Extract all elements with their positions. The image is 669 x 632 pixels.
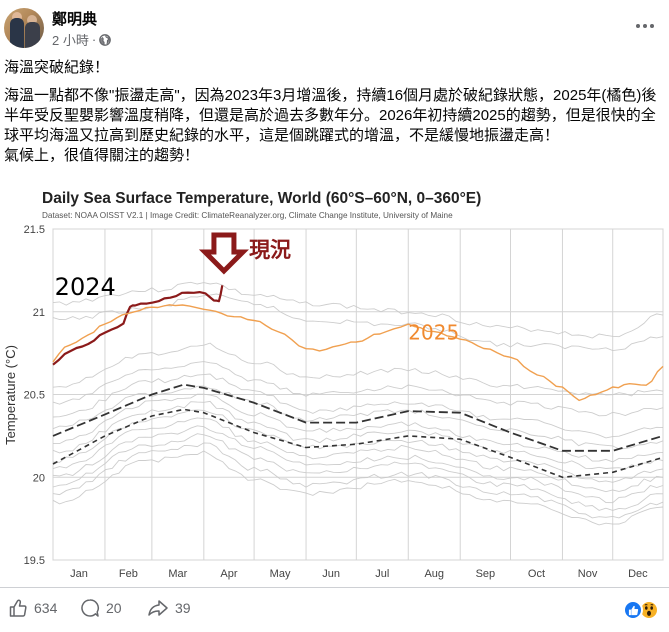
post-line-2: 半年受反聖嬰影響溫度稍降，但還是高於過去多數年分。2026年初持續2025的趨勢… <box>4 107 656 124</box>
comment-bubble-icon <box>81 599 100 617</box>
post-body: 海溫突破紀錄！ 海溫一點都不像"振盪走高"，因為2023年3月增溫後，持續16個… <box>4 58 666 166</box>
reactions-summary[interactable] <box>623 600 659 620</box>
like-reaction-icon <box>623 600 643 620</box>
x-tick-label: Jun <box>322 568 340 580</box>
chart-title: Daily Sea Surface Temperature, World (60… <box>42 190 481 207</box>
post-image-chart[interactable]: Daily Sea Surface Temperature, World (60… <box>0 180 669 588</box>
x-tick-label: Jan <box>70 568 88 580</box>
x-tick-label: Aug <box>424 568 444 580</box>
y-tick-label: 21.5 <box>24 224 45 236</box>
post-meta: 2 小時 · <box>52 30 112 49</box>
post-line-1: 海溫一點都不像"振盪走高"，因為2023年3月增溫後，持續16個月處於破紀錄狀態… <box>4 87 657 104</box>
x-axis-month-labels: Jan Feb Mar Apr May Jun Jul Aug Sep Oct Nov Dec <box>70 568 648 580</box>
series-2025 <box>52 304 664 402</box>
y-axis-label: Temperature (°C) <box>3 345 18 445</box>
y-tick-label: 19.5 <box>24 555 45 567</box>
like-button[interactable]: 634 <box>8 598 57 618</box>
chart-series <box>52 285 664 479</box>
x-tick-label: Sep <box>476 568 496 580</box>
more-dots-icon <box>636 24 640 28</box>
post-line-4: 氣候上，很值得關注的趨勢！ <box>4 147 200 164</box>
annotation-label: 2025 <box>408 321 459 345</box>
x-tick-label: Jul <box>375 568 389 580</box>
series-1982-2011 <box>52 383 664 452</box>
globe-icon[interactable] <box>99 33 112 46</box>
y-axis-ticks: 21.5 21 20.5 20 19.5 <box>24 224 45 567</box>
share-button[interactable]: 39 <box>147 598 191 618</box>
post-line-3: 球平均海溫又拉高到歷史紀錄的水平，這是個跳躍式的增溫，不是緩慢地振盪走高！ <box>4 127 560 144</box>
more-options-button[interactable] <box>630 14 660 38</box>
post-headline: 海溫突破紀錄！ <box>4 59 110 76</box>
thumbs-up-icon <box>9 599 27 617</box>
series-lower <box>52 408 664 479</box>
author-name[interactable]: 鄭明典 <box>52 11 98 28</box>
post-header: 鄭明典 2 小時 · <box>0 0 669 54</box>
meta-separator: · <box>91 32 97 47</box>
annotation-label: 2024 <box>55 273 116 301</box>
x-tick-label: Apr <box>220 568 237 580</box>
sst-line-chart: Daily Sea Surface Temperature, World (60… <box>3 190 664 580</box>
y-tick-label: 20.5 <box>24 390 45 402</box>
y-tick-label: 20 <box>33 472 45 484</box>
post-action-bar: 634 20 39 <box>0 590 669 632</box>
post-time[interactable]: 2 小時 <box>52 33 89 48</box>
x-tick-label: May <box>270 568 291 580</box>
x-tick-label: Dec <box>628 568 648 580</box>
comment-count: 20 <box>106 600 122 616</box>
share-arrow-icon <box>148 600 168 616</box>
share-count: 39 <box>175 600 191 616</box>
annotation-label: 現況 <box>249 238 291 262</box>
comment-button[interactable]: 20 <box>80 598 122 618</box>
x-tick-label: Oct <box>528 568 545 580</box>
chart-subtitle: Dataset: NOAA OISST V2.1 | Image Credit:… <box>42 211 453 220</box>
series-2024 <box>52 285 224 366</box>
like-count: 634 <box>34 600 58 616</box>
x-tick-label: Mar <box>168 568 187 580</box>
chart-annotations: 2024 2025 現況 <box>55 232 459 345</box>
x-tick-label: Feb <box>119 568 138 580</box>
x-tick-label: Nov <box>578 568 598 580</box>
down-arrow-icon <box>198 232 249 275</box>
y-tick-label: 21 <box>33 307 45 319</box>
author-avatar[interactable] <box>4 8 44 48</box>
